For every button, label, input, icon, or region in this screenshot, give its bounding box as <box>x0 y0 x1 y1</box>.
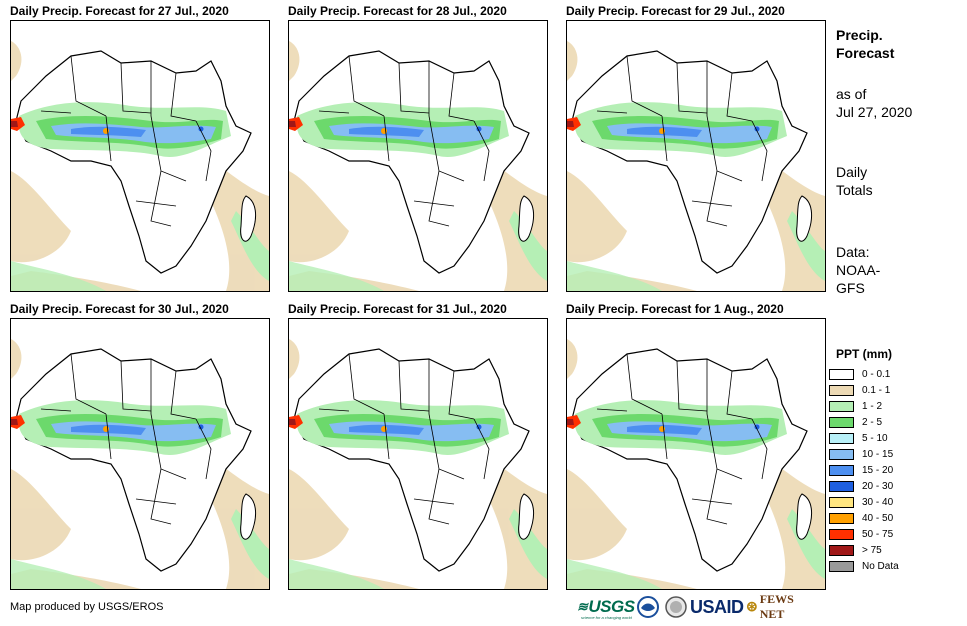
legend-label: 40 - 50 <box>862 513 894 524</box>
legend-label: 50 - 75 <box>862 529 894 540</box>
legend-swatch <box>829 369 854 380</box>
legend-swatch <box>829 385 854 396</box>
legend-swatch <box>829 481 854 492</box>
legend-item: No Data <box>829 559 899 575</box>
panel-title: Daily Precip. Forecast for 30 Jul., 2020 <box>10 302 229 316</box>
noaa-logo-icon <box>637 596 659 618</box>
usgs-tagline: science for a changing world <box>581 615 632 620</box>
sidebar-totals: Daily Totals <box>836 163 873 199</box>
legend-swatch <box>829 449 854 460</box>
sidebar-data-source: Data: NOAA- GFS <box>836 243 880 297</box>
sidebar-data-line3: GFS <box>836 280 865 296</box>
legend-label: 5 - 10 <box>862 433 888 444</box>
precip-map <box>566 318 826 590</box>
sidebar-asof-date: Jul 27, 2020 <box>836 104 913 120</box>
sidebar-as-of: as of Jul 27, 2020 <box>836 85 912 121</box>
panel-title: Daily Precip. Forecast for 27 Jul., 2020 <box>10 4 229 18</box>
precip-map <box>566 20 826 292</box>
sidebar-asof-line1: as of <box>836 86 867 102</box>
sidebar-data-line1: Data: <box>836 244 870 260</box>
legend-label: 2 - 5 <box>862 417 883 428</box>
legend-label: 15 - 20 <box>862 465 894 476</box>
nasa-logo-icon <box>665 596 687 618</box>
panel-title: Daily Precip. Forecast for 1 Aug., 2020 <box>566 302 784 316</box>
legend-title: PPT (mm) <box>836 347 893 361</box>
legend-swatch <box>829 561 854 572</box>
legend-swatch <box>829 497 854 508</box>
sidebar-data-line2: NOAA- <box>836 262 881 278</box>
legend-label: 1 - 2 <box>862 401 883 412</box>
legend-label: No Data <box>862 561 899 572</box>
usgs-logo: ≋ USGS <box>577 597 635 616</box>
legend-item: 0 - 0.1 <box>829 367 892 383</box>
legend-swatch <box>829 529 854 540</box>
legend-label: > 75 <box>862 545 882 556</box>
legend-swatch <box>829 401 854 412</box>
legend-label: 10 - 15 <box>862 449 894 460</box>
legend-item: 30 - 40 <box>829 495 894 511</box>
fews-net-text: FEWS NET <box>759 592 794 621</box>
legend-item: 50 - 75 <box>829 527 894 543</box>
panel-title: Daily Precip. Forecast for 29 Jul., 2020 <box>566 4 785 18</box>
legend-swatch <box>829 433 854 444</box>
legend-label: 0.1 - 1 <box>862 385 891 396</box>
precip-map <box>288 318 548 590</box>
sidebar-title: Precip. Forecast <box>836 26 894 62</box>
panel-title: Daily Precip. Forecast for 28 Jul., 2020 <box>288 4 507 18</box>
legend-item: 5 - 10 <box>829 431 892 447</box>
usaid-logo: USAID <box>690 596 744 617</box>
legend-item: > 75 <box>829 543 892 559</box>
legend-item: 1 - 2 <box>829 399 892 415</box>
legend: PPT (mm) 0 - 0.1 0.1 - 1 1 - 2 2 - 5 5 - 10 1… <box>829 347 899 575</box>
legend-label: 0 - 0.1 <box>862 369 891 380</box>
sidebar-title-line1: Precip. <box>836 27 883 43</box>
legend-swatch <box>829 465 854 476</box>
panel-title: Daily Precip. Forecast for 31 Jul., 2020 <box>288 302 507 316</box>
legend-item: 0.1 - 1 <box>829 383 892 399</box>
legend-item: 40 - 50 <box>829 511 894 527</box>
legend-item: 15 - 20 <box>829 463 894 479</box>
fews-net-logo: ⊛ FEWS NET <box>746 592 794 621</box>
sidebar-totals-line1: Daily <box>836 164 868 180</box>
sidebar-totals-line2: Totals <box>836 182 873 198</box>
precip-map <box>288 20 548 292</box>
legend-label: 30 - 40 <box>862 497 894 508</box>
legend-item: 20 - 30 <box>829 479 894 495</box>
legend-item: 10 - 15 <box>829 447 894 463</box>
legend-swatch <box>829 417 854 428</box>
sidebar-title-line2: Forecast <box>836 45 895 61</box>
legend-swatch <box>829 545 854 556</box>
precip-map <box>10 20 270 292</box>
precip-map <box>10 318 270 590</box>
legend-swatch <box>829 513 854 524</box>
legend-item: 2 - 5 <box>829 415 892 431</box>
usgs-logo-text: USGS <box>588 597 635 616</box>
legend-label: 20 - 30 <box>862 481 894 492</box>
map-credit: Map produced by USGS/EROS <box>10 601 164 613</box>
